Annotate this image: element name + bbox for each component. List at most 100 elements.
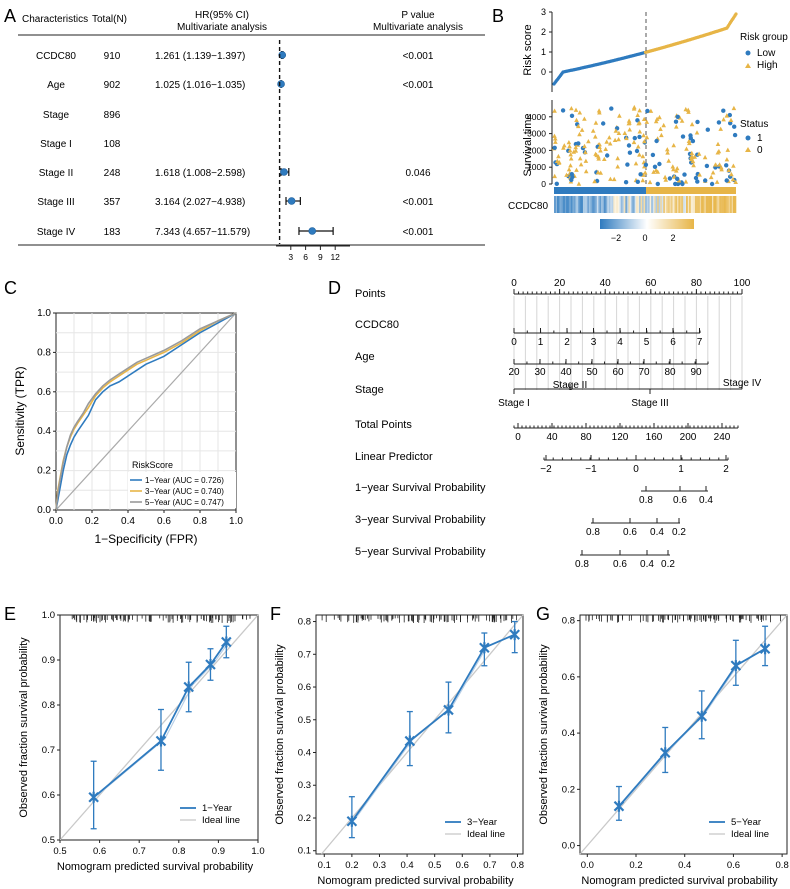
nomogram-ccdc80-tick-label: 4 (617, 337, 623, 348)
survival-point-status-0 (577, 156, 583, 161)
heatmap-cell (695, 196, 697, 213)
calibration-ylabel: Observed fraction survival probability (274, 644, 286, 825)
forest-row-label: Stage II (39, 168, 73, 179)
survival-point-status-1 (721, 108, 726, 113)
calibration-y-tick-label: 0.4 (562, 728, 575, 739)
heatmap-cell (655, 196, 658, 213)
survival-point-status-0 (729, 171, 734, 177)
roc-x-tick-label: 0.2 (85, 516, 99, 527)
heatmap-label: CCDC80 (508, 201, 548, 212)
heatmap-cell (692, 196, 694, 213)
calibration-y-tick-label: 0.2 (562, 784, 575, 795)
survival-point-status-0 (702, 154, 708, 160)
heatmap-cell (572, 196, 574, 213)
survival-point-status-0 (622, 130, 628, 135)
survival-point-status-1 (703, 178, 708, 183)
heatmap-cell (640, 196, 643, 213)
roc-y-tick-label: 0.6 (37, 387, 51, 398)
heatmap-cell (604, 196, 606, 213)
nomogram-3yr-tick-label: 0.4 (650, 527, 664, 538)
forest-row-n: 183 (104, 227, 121, 238)
forest-row-label: Stage IV (37, 227, 76, 238)
heatmap-cell (707, 196, 709, 213)
survival-point-status-0 (728, 117, 734, 122)
survival-point-status-0 (719, 165, 724, 170)
heatmap-cell (602, 196, 605, 213)
forest-row-hr: 1.618 (1.008−2.598) (155, 168, 245, 179)
survival-point-status-0 (596, 156, 601, 161)
survival-point-status-0 (689, 150, 695, 156)
nomogram-total-tick-label: 160 (646, 432, 663, 443)
nomogram-age-tick-label: 50 (586, 367, 598, 378)
nomogram-linear-predictor-tick-label: −1 (585, 464, 597, 475)
forest-row-hr: 3.164 (2.027−4.938) (155, 197, 245, 208)
risk-score-point (734, 12, 738, 16)
heatmap-cell (569, 196, 571, 213)
heatmap-cell (657, 196, 659, 213)
survival-point-status-0 (607, 135, 612, 140)
survival-point-status-1 (570, 174, 575, 180)
heatmap-cell (720, 196, 723, 213)
survival-point-status-0 (726, 167, 732, 173)
heatmap-cell (719, 196, 722, 213)
roc-curve-series (55, 312, 237, 511)
calibration-x-tick-label: 0.4 (678, 860, 691, 871)
heatmap-cell (631, 196, 634, 213)
calibration-x-tick-label: 1.0 (251, 846, 264, 857)
survival-point-status-0 (552, 133, 557, 138)
heatmap-cell (570, 196, 573, 213)
survival-point-status-0 (724, 157, 730, 162)
survival-point-status-0 (573, 144, 578, 150)
survival-point-status-0 (593, 134, 598, 139)
survival-point-status-0 (731, 163, 736, 168)
calibration-series-line (351, 633, 516, 822)
survival-point-status-0 (686, 109, 691, 114)
heatmap-cell (560, 196, 562, 213)
heatmap-cell (578, 196, 581, 213)
heatmap-cell (651, 196, 653, 213)
panel-letter-f: F (270, 604, 281, 624)
survival-point-status-0 (597, 144, 602, 149)
calibration-point (613, 800, 625, 812)
heatmap-cell (588, 196, 591, 213)
heatmap-cell (584, 196, 587, 213)
survival-point-status-0 (562, 143, 567, 148)
survival-point-status-1 (727, 112, 732, 118)
survival-point-status-0 (641, 116, 647, 121)
forest-x-tick-label: 12 (330, 252, 340, 262)
nomogram-3yr-tick-label: 0.2 (672, 527, 686, 538)
calibration-plot-area (59, 614, 259, 841)
calibration-x-tick-label: 0.6 (93, 846, 106, 857)
heatmap-cell (661, 196, 664, 213)
colorbar-tick-0: 0 (642, 233, 647, 243)
heatmap-cell (611, 196, 614, 213)
heatmap-cell (690, 196, 693, 213)
nomogram-total-tick-label: 80 (580, 432, 592, 443)
calibration-y-tick-label: 0.8 (298, 617, 311, 628)
survival-y-tick-label: 3000 (527, 129, 546, 139)
risk-legend-high-marker (745, 63, 751, 68)
survival-point-status-0 (592, 179, 597, 184)
survival-point-status-1 (634, 148, 640, 154)
calibration-point (404, 735, 416, 747)
survival-point-status-0 (568, 163, 573, 168)
nomogram-ccdc80-tick-label: 3 (591, 337, 597, 348)
survival-point-status-0 (576, 181, 582, 186)
survival-time-ylabel: Survival time (522, 114, 534, 177)
survival-point-status-1 (627, 150, 633, 155)
survival-point-status-1 (695, 179, 700, 184)
survival-point-status-0 (684, 146, 689, 151)
survival-point-status-0 (626, 118, 632, 123)
survival-point-status-1 (645, 108, 650, 114)
survival-point-status-0 (552, 108, 557, 113)
survival-point-status-0 (568, 156, 574, 161)
heatmap-cell (616, 196, 618, 213)
survival-point-status-0 (721, 117, 726, 122)
calibration-legend-ideal: Ideal line (202, 815, 240, 826)
survival-point-status-0 (556, 160, 562, 165)
heatmap-cell (634, 196, 637, 213)
forest-hr-point (308, 227, 317, 235)
heatmap-cell (599, 196, 602, 213)
